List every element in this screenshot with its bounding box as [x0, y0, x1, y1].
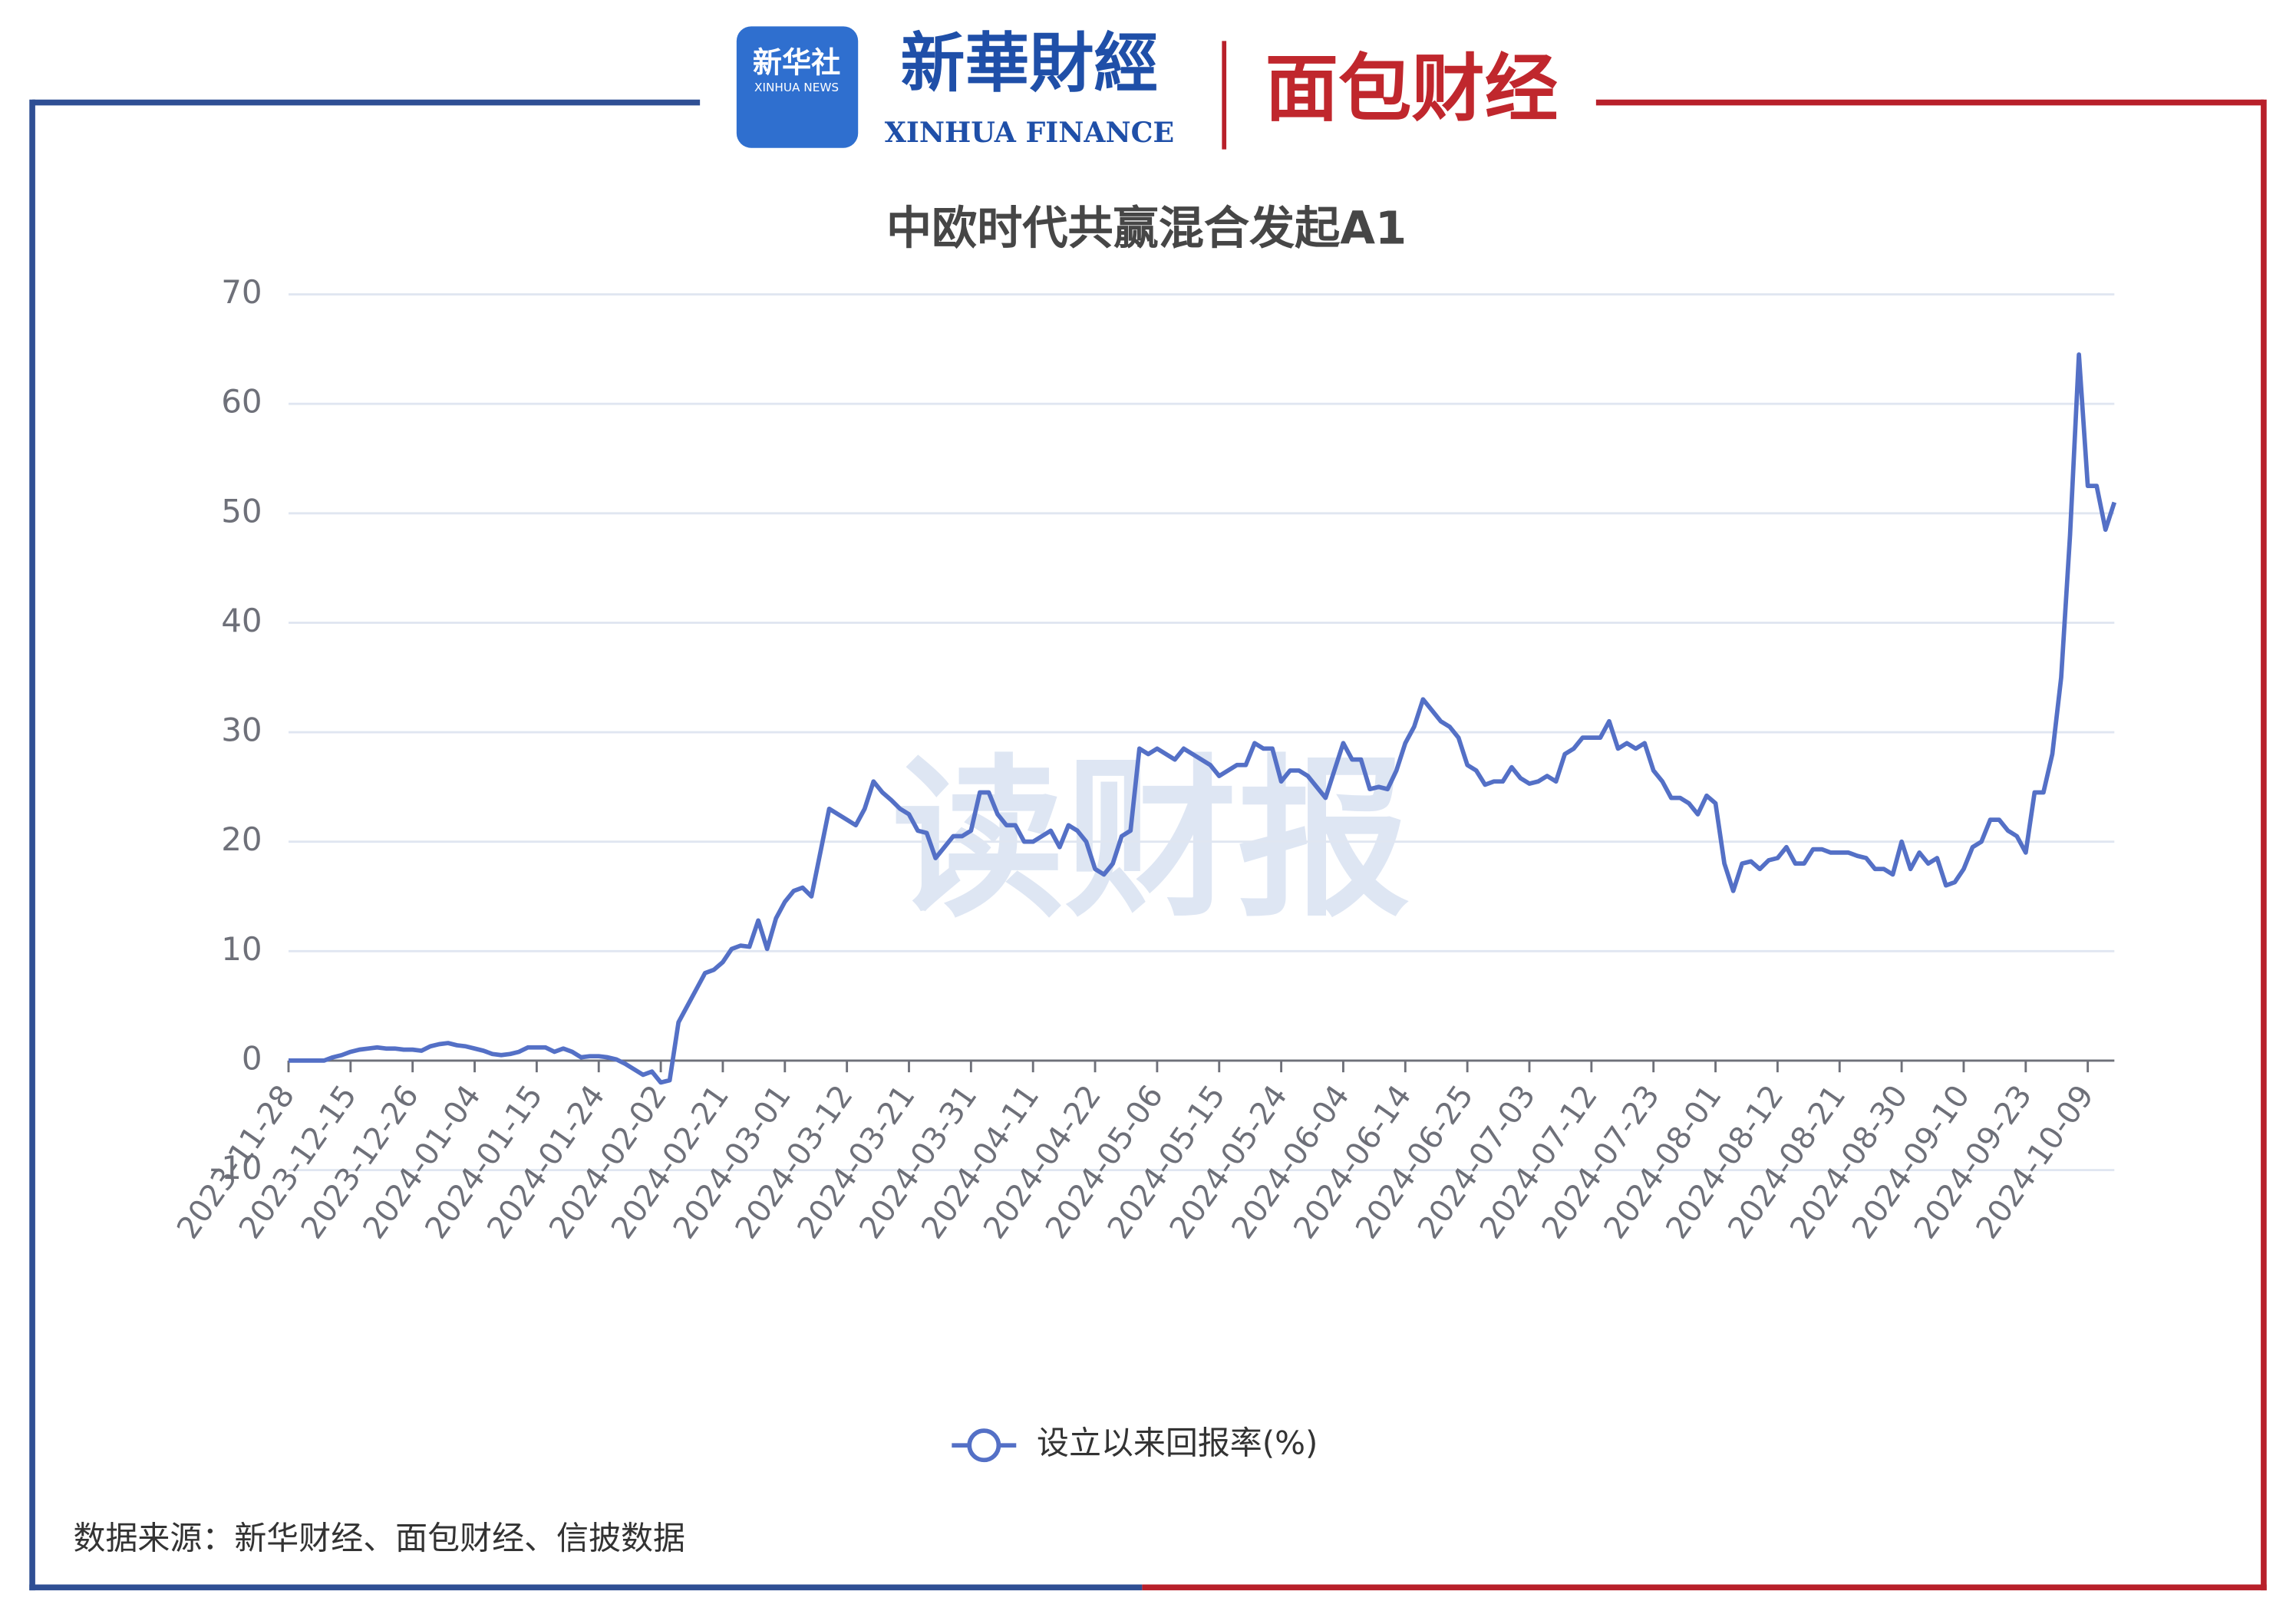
legend-label: 设立以来回报率(%)	[1037, 1424, 1318, 1462]
y-tick-label: 70	[221, 273, 262, 311]
y-tick-label: 0	[242, 1039, 262, 1077]
logo-text: 新華財經	[901, 25, 1159, 101]
source-note: 数据来源：新华财经、面包财经、信披数据	[74, 1520, 685, 1557]
logo-badge-subtext: XINHUA NEWS	[754, 81, 839, 94]
y-tick-label: 60	[221, 383, 262, 421]
logo-badge	[736, 26, 859, 148]
logo-subtext: XINHUA FINANCE	[885, 116, 1174, 149]
y-tick-label: -10	[209, 1149, 262, 1187]
y-tick-label: 50	[221, 492, 262, 530]
chart-title: 中欧时代共赢混合发起A1	[886, 202, 1407, 255]
logo-text: 面包财经	[1265, 46, 1559, 131]
y-tick-label: 10	[221, 930, 262, 968]
y-tick-label: 20	[221, 820, 262, 858]
y-tick-label: 30	[221, 711, 262, 749]
data-line	[288, 352, 2117, 1085]
watermark: 读财报	[892, 740, 1410, 941]
logo-badge-text: 新华社	[753, 45, 840, 79]
legend-marker	[967, 1428, 1001, 1463]
y-tick-label: 40	[221, 602, 262, 639]
